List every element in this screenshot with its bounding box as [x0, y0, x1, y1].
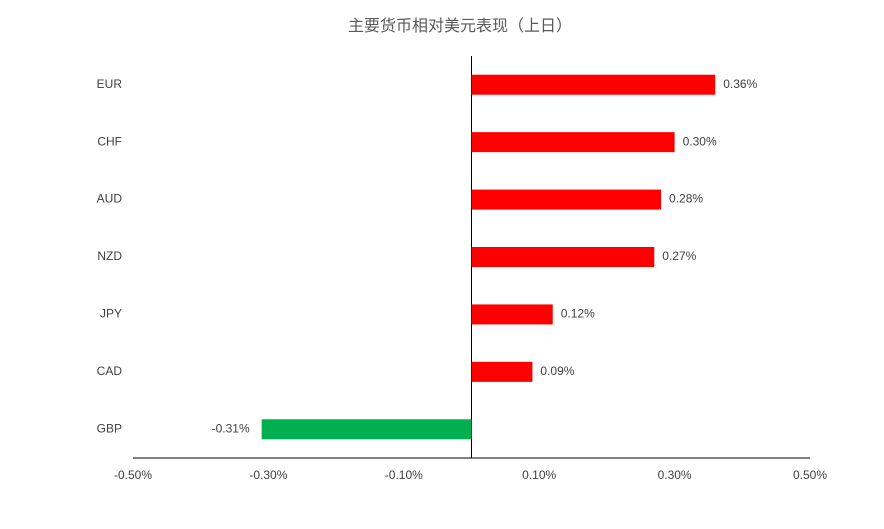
value-label: 0.12%: [561, 307, 595, 321]
y-tick-label: AUD: [97, 192, 123, 206]
value-label: 0.09%: [540, 364, 574, 378]
x-tick-label: -0.10%: [385, 468, 423, 482]
y-tick-label: GBP: [97, 421, 122, 435]
chart-title: 主要货币相对美元表现（上日）: [348, 17, 572, 35]
bar: [471, 189, 662, 210]
bar: [471, 304, 553, 325]
x-tick-label: -0.50%: [114, 468, 152, 482]
x-tick-label: 0.10%: [522, 468, 556, 482]
value-label: 0.36%: [723, 77, 757, 91]
bar: [471, 247, 655, 267]
value-label: 0.30%: [683, 134, 717, 148]
value-label: 0.28%: [669, 192, 703, 206]
bar: [471, 74, 716, 95]
y-tick-label: NZD: [97, 249, 122, 263]
value-label: 0.27%: [662, 249, 696, 263]
y-tick-label: CHF: [97, 134, 122, 148]
bar: [471, 132, 675, 153]
value-label: -0.31%: [212, 421, 250, 435]
y-tick-label: EUR: [97, 77, 123, 91]
x-tick-label: 0.50%: [793, 468, 827, 482]
bar: [471, 361, 533, 382]
x-tick-label: 0.30%: [658, 468, 692, 482]
x-tick-label: -0.30%: [249, 468, 287, 482]
y-tick-label: CAD: [97, 364, 123, 378]
y-tick-label: JPY: [100, 307, 122, 321]
bar: [261, 419, 472, 440]
